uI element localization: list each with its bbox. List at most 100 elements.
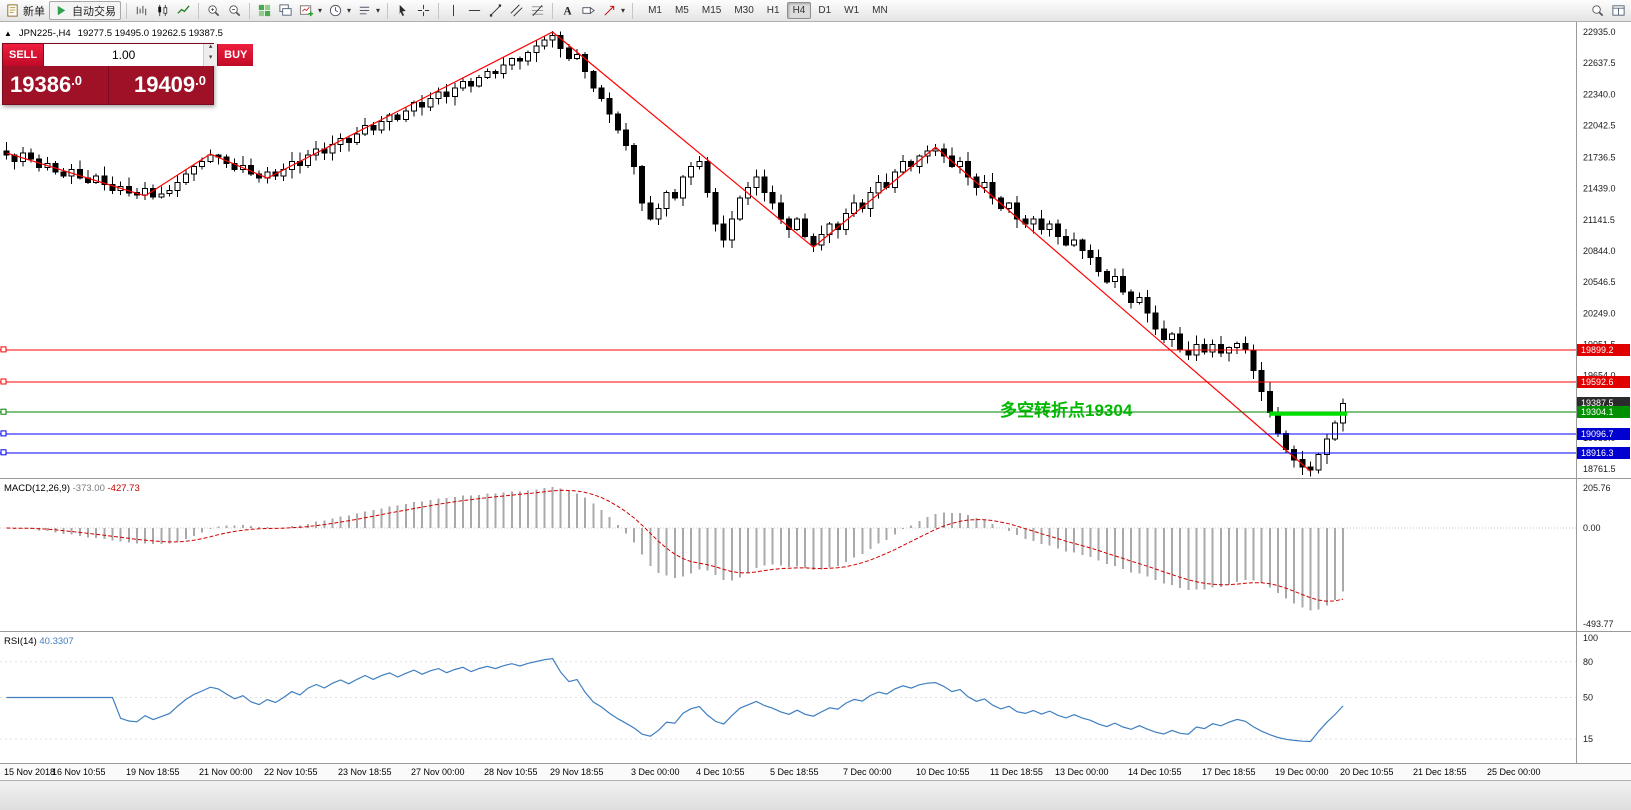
price-axis-label: 22935.0: [1583, 27, 1616, 37]
time-axis-label: 11 Dec 18:55: [990, 767, 1043, 777]
symbol-period-label: JPN225-,H4: [18, 28, 71, 39]
time-axis-label: 25 Dec 00:00: [1487, 767, 1541, 777]
fibonacci-button[interactable]: [528, 1, 547, 20]
bar-chart-button[interactable]: [132, 1, 151, 20]
price-axis-label: 22637.5: [1583, 58, 1616, 68]
macd-panel: 205.76 0.00 -493.77 MACD(12,26,9) -373.00 …: [0, 479, 1631, 632]
channel-button[interactable]: [507, 1, 526, 20]
toolbar-separator: [387, 2, 389, 19]
candlestick-chart-button[interactable]: [153, 1, 172, 20]
ohlc-values: 19277.5 19495.0 19262.5 19387.5: [77, 28, 223, 39]
crosshair-button[interactable]: [414, 1, 433, 20]
price-tag: 19899.2: [1577, 344, 1630, 356]
zoom-in-button[interactable]: [204, 1, 223, 20]
bid-price-frac: .0: [71, 73, 83, 88]
line-anchor-marker[interactable]: [0, 346, 7, 353]
arrows-dropdown[interactable]: ▾: [600, 1, 627, 20]
autotrading-button[interactable]: 自动交易: [49, 1, 121, 20]
trade-panel-collapse-arrow[interactable]: ▲: [4, 29, 12, 38]
time-axis-label: 28 Nov 10:55: [484, 767, 538, 777]
rsi-label: RSI(14) 40.3307: [4, 636, 74, 647]
new-order-icon: [7, 4, 18, 17]
buy-button[interactable]: BUY: [218, 44, 254, 66]
ask-price[interactable]: 19409 .0: [109, 66, 214, 104]
cursor-button[interactable]: [393, 1, 412, 20]
new-chart-dropdown[interactable]: ▾: [297, 1, 324, 20]
macd-axis-label: -493.77: [1583, 619, 1614, 629]
label-icon: [582, 6, 595, 15]
timeframe-button-m1[interactable]: M1: [648, 5, 662, 16]
cascade-windows-button[interactable]: [276, 1, 295, 20]
time-axis-label: 19 Nov 18:55: [126, 767, 180, 777]
new-chart-icon: [299, 5, 314, 17]
search-icon: [1592, 5, 1604, 17]
fibonacci-icon: [531, 5, 544, 16]
time-axis-label: 10 Dec 10:55: [916, 767, 970, 777]
periods-dropdown[interactable]: ▾: [326, 1, 353, 20]
timeframe-button-w1[interactable]: W1: [844, 5, 860, 16]
autotrading-icon: [57, 5, 66, 16]
time-axis-label: 29 Nov 18:55: [550, 767, 604, 777]
price-axis-label: 20546.5: [1583, 277, 1616, 287]
rsi-axis-label: 50: [1583, 693, 1593, 703]
new-order-button[interactable]: 新单: [3, 1, 47, 20]
timeframe-button-m5[interactable]: M5: [674, 5, 689, 16]
timeframe-button-d1[interactable]: D1: [818, 5, 832, 16]
volume-decrease-button[interactable]: ▾: [204, 54, 218, 66]
bid-price-main: 19386: [10, 72, 72, 97]
macd-title: MACD(12,26,9): [4, 483, 70, 494]
cursor-icon: [399, 4, 406, 17]
line-anchor-marker[interactable]: [0, 430, 7, 437]
zoom-out-icon: [229, 5, 241, 17]
bid-ask-row: 19386 .0 19409 .0: [3, 66, 213, 104]
price-chart-canvas[interactable]: 22935.0 22637.5 22340.0 22042.5 21736.5 21439…: [0, 22, 1631, 478]
bid-price[interactable]: 19386 .0: [3, 66, 109, 104]
horizontal-line-button[interactable]: [465, 1, 484, 20]
arrow-tool-icon: [604, 5, 615, 16]
timeframe-button-mn[interactable]: MN: [872, 5, 888, 16]
line-anchor-marker[interactable]: [0, 449, 7, 456]
timeframe-button-h4[interactable]: H4: [786, 2, 812, 19]
time-axis-label: 21 Nov 00:00: [199, 767, 253, 777]
text-button[interactable]: A: [558, 1, 577, 20]
label-button[interactable]: [579, 1, 598, 20]
time-axis-label: 5 Dec 18:55: [770, 767, 819, 777]
timeframe-button-m15[interactable]: M15: [701, 5, 722, 16]
chart-annotation-text[interactable]: 多空转折点19304: [1000, 401, 1133, 420]
time-axis-label: 22 Nov 10:55: [264, 767, 318, 777]
rsi-canvas[interactable]: 100 80 50 15: [0, 632, 1631, 763]
rsi-value: 40.3307: [39, 636, 74, 647]
chevron-down-icon: ▾: [318, 6, 323, 15]
volume-increase-button[interactable]: ▴: [204, 43, 218, 55]
vertical-line-button[interactable]: [444, 1, 463, 20]
timeframe-button-m30[interactable]: M30: [734, 5, 754, 16]
time-axis-label: 4 Dec 10:55: [696, 767, 745, 777]
zigzag-line[interactable]: [6, 31, 1311, 472]
rsi-axis-label: 100: [1583, 633, 1598, 643]
vertical-line-icon: [453, 4, 455, 17]
line-anchor-marker[interactable]: [0, 408, 7, 415]
time-axis-label: 21 Dec 18:55: [1413, 767, 1467, 777]
timeframe-button-h1[interactable]: H1: [766, 5, 780, 16]
zoom-out-button[interactable]: [225, 1, 244, 20]
line-chart-button[interactable]: [174, 1, 193, 20]
rsi-line: [6, 658, 1344, 743]
trendline-button[interactable]: [486, 1, 505, 20]
search-button[interactable]: [1588, 1, 1607, 20]
cascade-windows-icon: [279, 4, 292, 16]
toolbar-separator: [552, 2, 554, 19]
sell-button[interactable]: SELL: [3, 44, 44, 66]
time-axis-label: 23 Nov 18:55: [338, 767, 392, 777]
time-axis-label: 16 Nov 10:55: [52, 767, 106, 777]
time-axis[interactable]: 15 Nov 2018 16 Nov 10:55 19 Nov 18:55 21 No…: [0, 764, 1631, 781]
line-anchor-marker[interactable]: [0, 378, 7, 385]
templates-dropdown[interactable]: ▾: [355, 1, 382, 20]
horizontal-line-icon: [468, 10, 481, 11]
price-axis-label: 20249.0: [1583, 308, 1616, 318]
window-layout-button[interactable]: [1609, 1, 1628, 20]
rsi-axis-label: 80: [1583, 657, 1593, 667]
list-icon: [359, 6, 370, 15]
tile-windows-button[interactable]: [255, 1, 274, 20]
macd-canvas[interactable]: 205.76 0.00 -493.77: [0, 479, 1631, 631]
volume-input[interactable]: [44, 44, 204, 66]
